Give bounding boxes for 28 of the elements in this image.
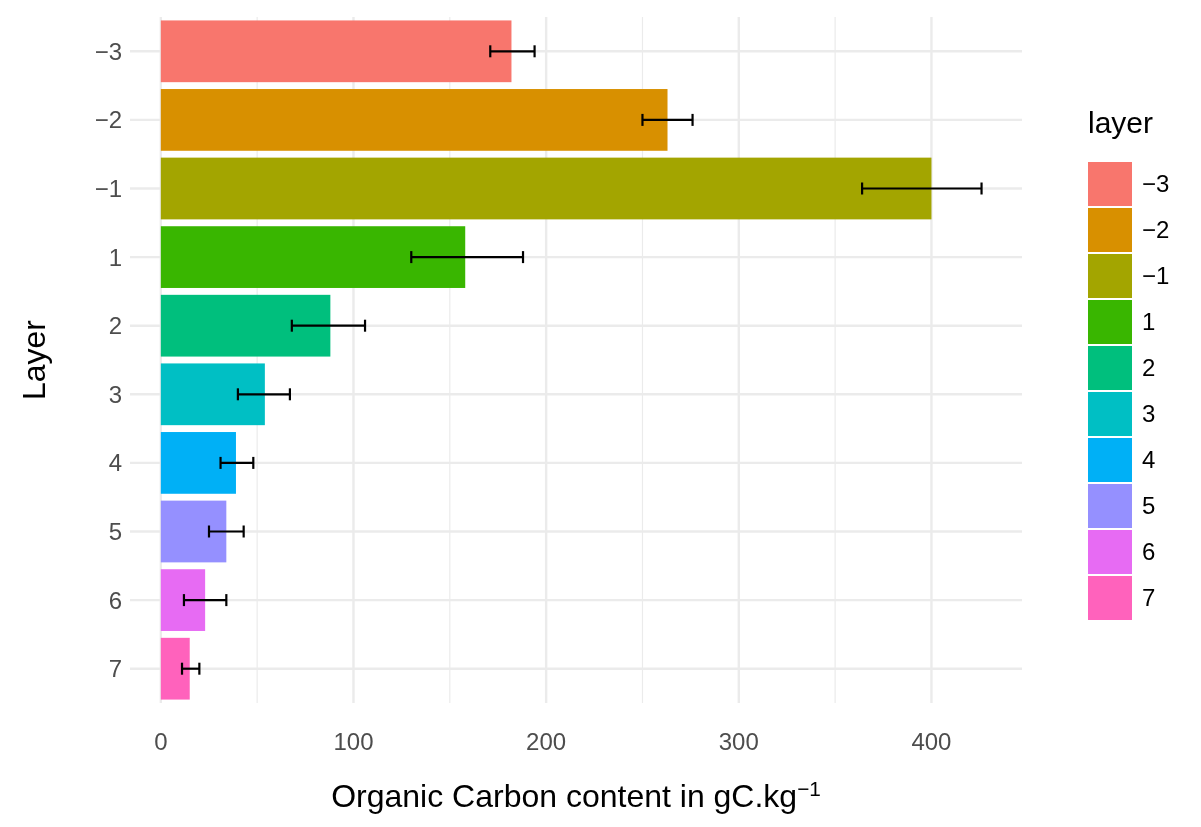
legend-label: 5 [1142, 492, 1156, 520]
x-tick-label: 100 [333, 728, 374, 755]
legend-label: 6 [1142, 538, 1156, 566]
y-tick-label: 6 [108, 586, 122, 614]
y-tick-label: −1 [94, 174, 122, 202]
x-axis-title: Organic Carbon content in gC.kg$^{−1}$ [331, 776, 821, 814]
legend-label: −2 [1142, 216, 1170, 244]
legend-label: 7 [1142, 584, 1156, 612]
legend-title: layer [1088, 106, 1154, 139]
x-tick-label: 200 [526, 728, 567, 755]
x-tick-label: 400 [911, 728, 952, 755]
y-tick-label: 3 [108, 380, 122, 408]
legend-label: 3 [1142, 400, 1156, 428]
y-tick-label: −2 [94, 106, 122, 134]
legend-label: 4 [1142, 446, 1156, 474]
y-tick-label: 2 [108, 312, 122, 340]
y-axis-title: Layer [16, 319, 52, 401]
legend-label: −1 [1142, 262, 1170, 290]
legend-label: 2 [1142, 354, 1156, 382]
x-tick-label: 300 [718, 728, 759, 755]
y-tick-label: 1 [108, 243, 122, 271]
y-tick-label: 5 [108, 517, 122, 545]
y-tick-label: −3 [94, 37, 122, 65]
x-tick-label: 0 [154, 728, 168, 755]
y-tick-label: 4 [108, 449, 122, 477]
legend-label: −3 [1142, 170, 1170, 198]
legend-label: 1 [1142, 308, 1156, 336]
y-tick-label: 7 [108, 655, 122, 683]
